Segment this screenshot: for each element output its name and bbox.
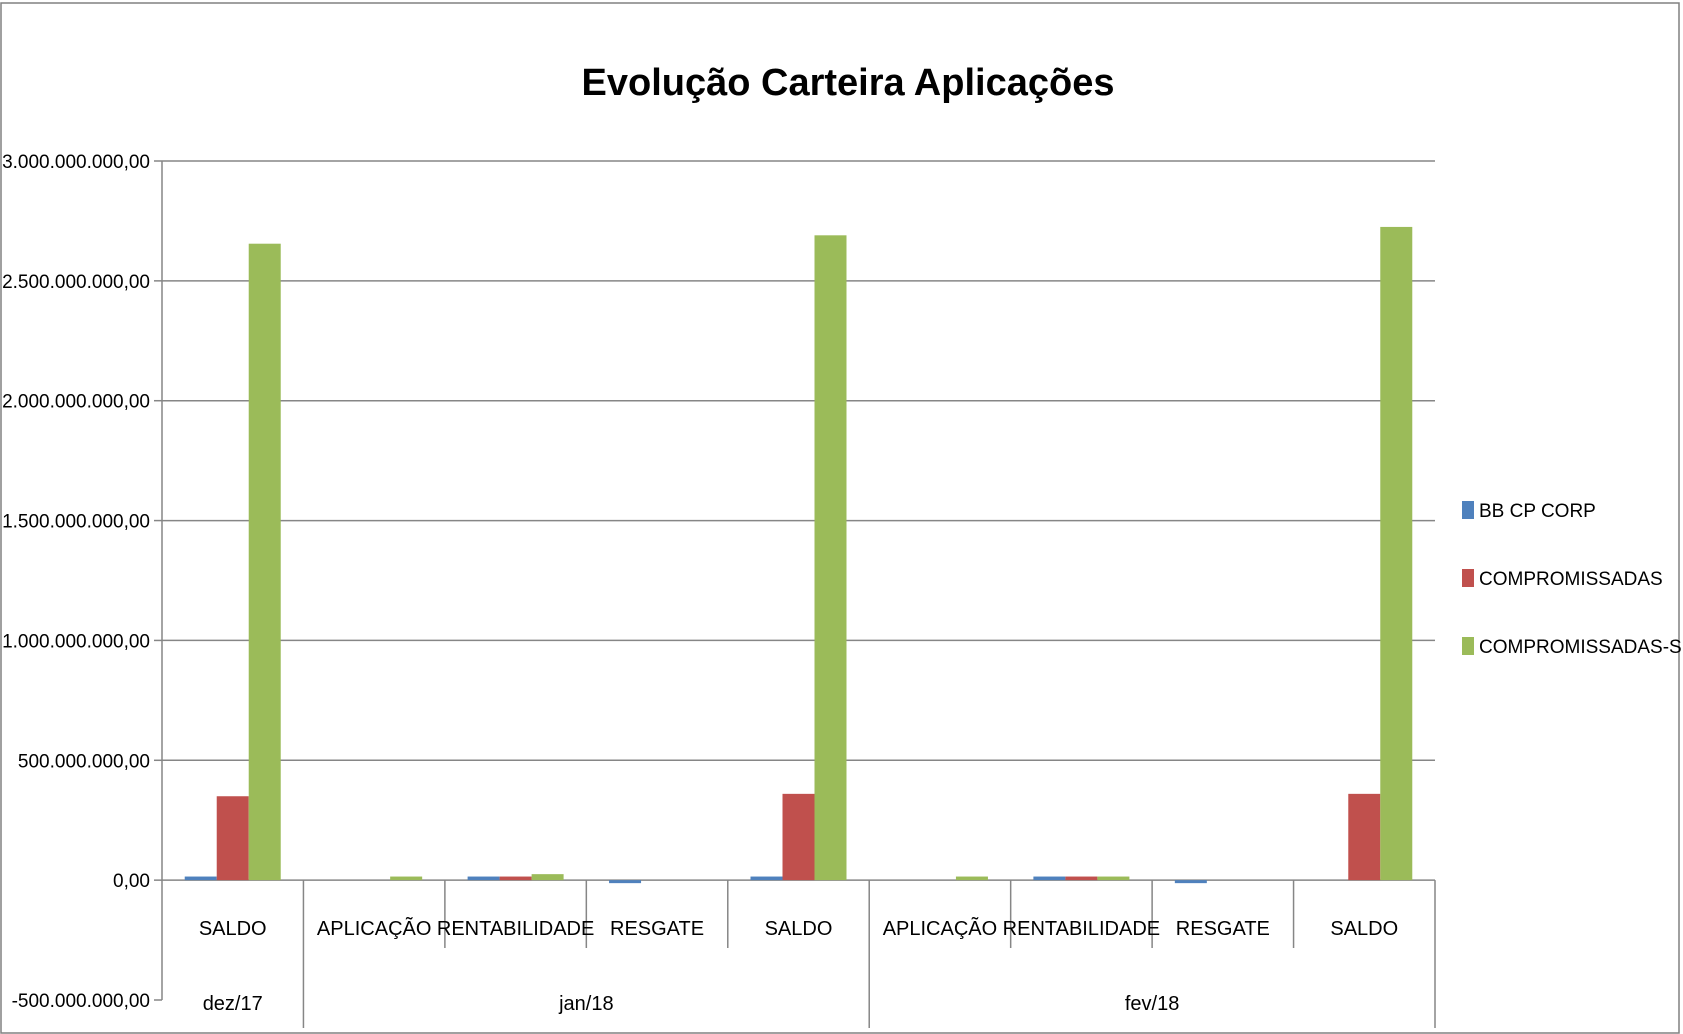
gridlines	[162, 160, 1435, 762]
bar-compromissadas-selic	[1380, 226, 1413, 881]
x-category-label: RENTABILIDADE	[437, 918, 594, 940]
bar-compromissadas-selic	[814, 235, 847, 881]
bar-compromissadas-selic	[248, 243, 281, 881]
legend-swatch	[1462, 569, 1474, 587]
legend: BB CP CORP COMPROMISSADAS COMPROMISSADAS-S…	[1462, 501, 1683, 658]
x-category-label: RESGATE	[1176, 918, 1270, 940]
legend-label: BB CP CORP	[1479, 501, 1596, 522]
y-tick-label: 1.500.000.000,00	[2, 512, 150, 533]
y-tick-label: 2.000.000.000,00	[2, 392, 150, 413]
x-group-label: dez/17	[203, 993, 263, 1015]
y-tick-label: 500.000.000,00	[18, 751, 150, 772]
bar-bb-cp-corp	[1033, 876, 1066, 881]
x-category-label: SALDO	[1330, 918, 1398, 940]
bar-compromissadas	[782, 793, 815, 881]
legend-label: COMPROMISSADAS	[1479, 569, 1663, 590]
bar-bb-cp-corp	[609, 880, 642, 884]
bar-bb-cp-corp	[467, 876, 500, 881]
bar-compromissadas-selic	[531, 874, 564, 881]
bar-bb-cp-corp	[184, 876, 217, 881]
x-category-label: APLICAÇÃO	[317, 916, 431, 940]
bar-compromissadas-selic	[1097, 876, 1130, 881]
bars	[184, 226, 1413, 884]
y-tick-label: 0,00	[113, 871, 150, 892]
axes	[154, 160, 1436, 1028]
axis-labels: 3.000.000.000,00 2.500.000.000,00 2.000.00…	[2, 152, 1398, 1015]
y-tick-label: 2.500.000.000,00	[2, 272, 150, 293]
bar-compromissadas	[499, 876, 532, 881]
x-category-label: RENTABILIDADE	[1003, 918, 1160, 940]
bar-compromissadas-selic	[955, 876, 988, 881]
bar-bb-cp-corp	[1174, 880, 1207, 884]
legend-swatch	[1462, 637, 1474, 655]
x-category-label: SALDO	[765, 918, 833, 940]
bar-compromissadas	[216, 796, 249, 881]
x-group-label: jan/18	[558, 993, 614, 1015]
x-category-label: APLICAÇÃO	[883, 916, 997, 940]
bar-compromissadas-selic	[390, 876, 423, 881]
x-group-label: fev/18	[1125, 993, 1179, 1015]
bar-bb-cp-corp	[750, 876, 783, 881]
bar-compromissadas	[1065, 876, 1098, 881]
x-category-label: RESGATE	[610, 918, 704, 940]
chart-title: Evolução Carteira Aplicações	[582, 62, 1115, 104]
y-tick-label: -500.000.000,00	[12, 991, 150, 1012]
y-tick-label: 3.000.000.000,00	[2, 152, 150, 173]
legend-label: COMPROMISSADAS-SELIC	[1479, 637, 1683, 658]
legend-swatch	[1462, 501, 1474, 519]
bar-compromissadas	[1348, 793, 1381, 881]
x-category-label: SALDO	[199, 918, 267, 940]
y-tick-label: 1.000.000.000,00	[2, 631, 150, 652]
